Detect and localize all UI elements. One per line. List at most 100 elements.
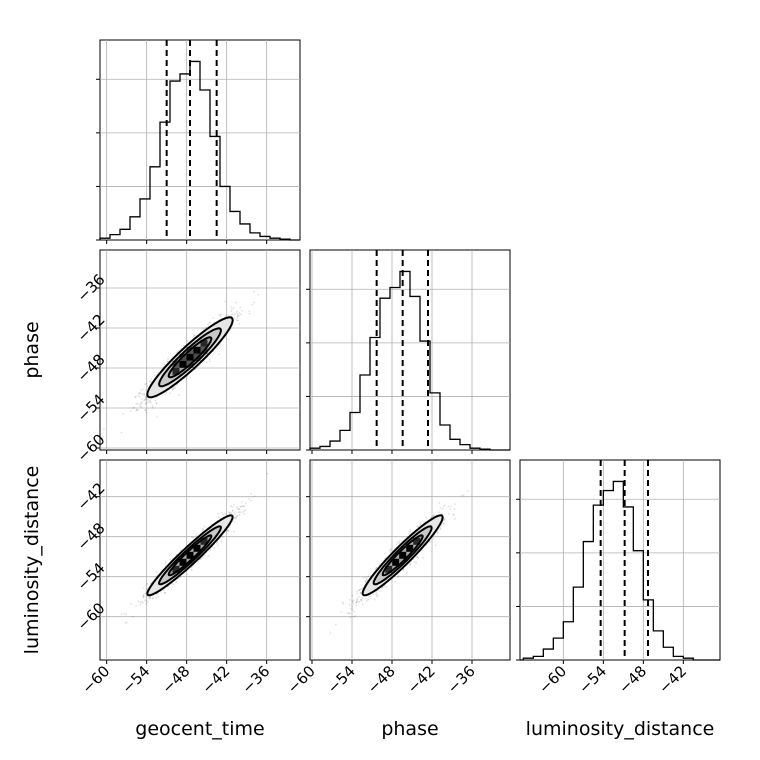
x-tick-label: −60 (535, 662, 570, 697)
density-cell (193, 544, 201, 552)
scatter-point (132, 407, 134, 409)
scatter-point (144, 600, 147, 602)
scatter-point (137, 392, 140, 395)
scatter-point (197, 561, 200, 563)
scatter-point (398, 540, 401, 543)
x-axis-label-geocent-time: geocent_time (135, 718, 264, 740)
scatter-point (227, 338, 230, 341)
scatter-point (253, 495, 256, 497)
scatter-point (237, 508, 240, 511)
scatter-point (416, 525, 418, 528)
scatter-point (227, 529, 229, 532)
scatter-point (221, 535, 224, 538)
scatter-point (148, 597, 151, 599)
scatter-point (231, 313, 233, 316)
scatter-point (233, 530, 236, 533)
scatter-point (151, 597, 154, 600)
scatter-point (244, 502, 247, 505)
scatter-point (193, 334, 196, 337)
scatter-point (389, 551, 392, 553)
scatter-point (233, 317, 236, 320)
scatter-point (183, 344, 185, 347)
scatter-point (364, 581, 367, 584)
scatter-point (141, 393, 144, 396)
scatter-point (236, 506, 238, 509)
scatter-point (136, 408, 139, 411)
scatter-point (236, 316, 239, 319)
scatter-point (348, 598, 351, 601)
scatter-point (237, 511, 240, 514)
scatter-point (144, 403, 147, 405)
scatter-point (135, 403, 138, 405)
scatter-point (452, 513, 455, 516)
scatter-point (394, 581, 397, 583)
scatter-point (142, 594, 145, 596)
scatter-point (145, 382, 148, 385)
panel-geocent-time-vs-luminosity-distance: −60 −54 −48 −42 −36−60−54−48−42 (73, 459, 301, 697)
scatter-point (142, 596, 145, 599)
scatter-point (340, 611, 343, 614)
scatter-point (218, 353, 221, 355)
scatter-point (366, 578, 368, 580)
scatter-point (133, 406, 135, 409)
scatter-point (163, 591, 166, 594)
scatter-point (360, 591, 362, 594)
scatter-point (136, 394, 139, 397)
scatter-point (234, 517, 237, 520)
scatter-point (444, 504, 446, 507)
scatter-point (142, 388, 145, 390)
scatter-point (192, 536, 195, 539)
scatter-point (148, 380, 151, 383)
histogram-luminosity-distance (520, 480, 720, 661)
scatter-point (140, 406, 143, 408)
scatter-point (139, 603, 142, 606)
scatter-point (241, 505, 244, 508)
scatter-point (349, 608, 352, 610)
scatter-point (366, 599, 368, 602)
scatter-point (235, 516, 238, 519)
scatter-point (243, 505, 246, 508)
scatter-point (416, 556, 419, 558)
scatter-point (164, 562, 167, 565)
scatter-point (153, 374, 156, 376)
scatter-point (230, 306, 233, 308)
scatter-point (164, 560, 167, 563)
density-cell (179, 558, 187, 566)
density-cell (172, 565, 180, 573)
scatter-point (202, 528, 204, 530)
scatter-point (195, 534, 198, 537)
scatter-point (144, 595, 147, 598)
scatter-point (228, 511, 230, 513)
scatter-point (448, 512, 450, 515)
scatter-point (177, 577, 180, 580)
x-tick-label: −42 (404, 662, 439, 697)
scatter-point (165, 391, 168, 394)
scatter-point (237, 314, 239, 317)
grid (100, 40, 300, 240)
scatter-point (169, 392, 171, 395)
scatter-point (236, 315, 239, 318)
scatter-point (139, 405, 142, 407)
scatter-point (173, 387, 175, 390)
scatter-point (150, 378, 153, 380)
scatter-point (251, 303, 254, 306)
scatter-point (171, 388, 174, 391)
histogram-phase (309, 270, 510, 451)
scatter-point (460, 494, 463, 497)
contour-line (167, 336, 213, 379)
density-cell (186, 551, 194, 559)
scatter-point (440, 524, 443, 527)
scatter-point (155, 597, 157, 600)
scatter-point (137, 403, 139, 405)
scatter-point (203, 554, 206, 557)
scatter-point (361, 597, 364, 599)
scatter-point (189, 376, 192, 379)
contour-line (361, 514, 444, 597)
x-tick-label: −54 (575, 662, 610, 697)
scatter-point (233, 511, 236, 514)
scatter-point (143, 394, 146, 397)
scatter-point (397, 574, 400, 577)
scatter-point (219, 315, 222, 318)
scatter-point (154, 399, 157, 402)
scatter-point (439, 528, 442, 531)
